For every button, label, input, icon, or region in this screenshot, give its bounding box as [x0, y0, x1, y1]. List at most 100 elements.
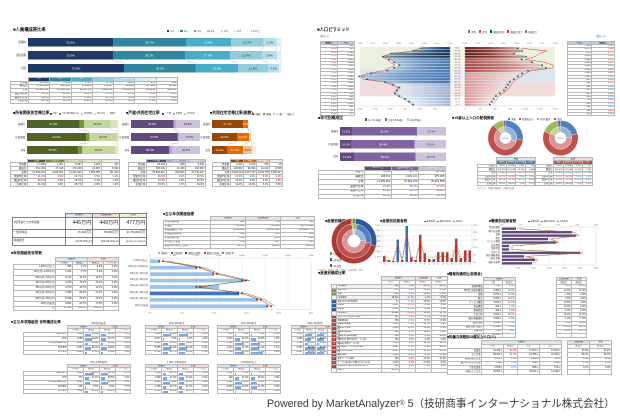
svg-text:85~89: 85~89 [455, 56, 462, 58]
svg-text:0.4%: 0.4% [422, 43, 427, 45]
svg-text:25%: 25% [309, 313, 313, 315]
svg-text:20%: 20% [277, 313, 281, 315]
svg-text:0.4%: 0.4% [488, 43, 493, 45]
svg-text:5: 5 [402, 264, 403, 266]
svg-text:17.8%: 17.8% [204, 40, 213, 44]
svg-text:17: 17 [455, 264, 457, 266]
svg-text:75~79: 75~79 [455, 62, 462, 64]
svg-text:17.7%: 17.7% [203, 53, 212, 57]
svg-text:11: 11 [428, 264, 430, 266]
svg-text:55.5%: 55.5% [146, 148, 154, 152]
svg-text:500: 500 [493, 109, 497, 111]
svg-text:3,000: 3,000 [546, 268, 552, 270]
svg-text:0: 0 [464, 109, 466, 111]
svg-text:1,000: 1,000 [387, 109, 393, 111]
svg-text:1,250: 1,250 [372, 109, 378, 111]
svg-text:5,000: 5,000 [375, 235, 381, 237]
svg-text:500: 500 [418, 109, 422, 111]
svg-text:35.5%: 35.5% [184, 122, 192, 126]
svg-text:4,000: 4,000 [562, 268, 568, 270]
svg-text:1,250: 1,250 [537, 109, 543, 111]
svg-text:5,000: 5,000 [578, 268, 584, 270]
svg-text:6,000: 6,000 [593, 268, 599, 270]
svg-text:67.5%: 67.5% [150, 135, 158, 139]
svg-text:27.7%: 27.7% [224, 122, 232, 126]
svg-text:95~99: 95~99 [455, 51, 462, 53]
svg-text:33.6%: 33.6% [66, 53, 75, 57]
svg-text:12: 12 [433, 264, 435, 266]
svg-text:15%: 15% [244, 313, 248, 315]
svg-text:0: 0 [501, 268, 503, 270]
svg-text:55~59: 55~59 [455, 73, 462, 75]
svg-text:5~9: 5~9 [456, 101, 460, 103]
svg-text:0.8%: 0.8% [396, 43, 401, 45]
svg-text:0%: 0% [148, 313, 151, 315]
svg-text:2: 2 [388, 264, 389, 266]
svg-text:28.7%: 28.7% [145, 40, 154, 44]
svg-text:29.6%: 29.6% [426, 142, 435, 146]
svg-text:58.1%: 58.1% [381, 155, 390, 159]
svg-text:25%: 25% [594, 225, 598, 227]
svg-text:12.7%: 12.7% [243, 40, 252, 44]
svg-text:27.4%: 27.4% [427, 129, 436, 133]
svg-text:18: 18 [460, 264, 462, 266]
svg-text:20%: 20% [473, 232, 477, 234]
svg-text:4: 4 [397, 264, 398, 266]
svg-text:33.5%: 33.5% [66, 40, 75, 44]
svg-text:5%: 5% [519, 225, 522, 227]
svg-text:0.8%: 0.8% [514, 43, 519, 45]
svg-text:65~69: 65~69 [455, 67, 462, 69]
svg-text:61.3%: 61.3% [380, 129, 389, 133]
svg-text:3,000: 3,000 [216, 255, 222, 257]
svg-text:6,000: 6,000 [285, 255, 291, 257]
svg-text:28.6%: 28.6% [93, 122, 101, 126]
svg-text:64.3%: 64.3% [53, 135, 61, 139]
svg-text:10.7%: 10.7% [239, 135, 247, 139]
svg-text:750: 750 [403, 109, 407, 111]
svg-text:0: 0 [149, 255, 151, 257]
svg-text:4,000: 4,000 [239, 255, 245, 257]
svg-text:20~24: 20~24 [455, 93, 462, 95]
svg-text:4.3%: 4.3% [270, 66, 277, 70]
svg-text:250: 250 [433, 109, 437, 111]
svg-text:11.3%: 11.3% [342, 129, 350, 133]
svg-text:0.6%: 0.6% [501, 43, 506, 45]
svg-text:1,500: 1,500 [552, 109, 558, 111]
svg-text:25%: 25% [473, 225, 477, 227]
svg-text:6: 6 [406, 264, 407, 266]
svg-text:20%: 20% [575, 225, 579, 227]
svg-text:0%: 0% [473, 262, 476, 264]
svg-text:10: 10 [424, 264, 426, 266]
svg-text:250: 250 [478, 109, 482, 111]
svg-text:10%: 10% [212, 313, 216, 315]
svg-text:2,000: 2,000 [531, 268, 537, 270]
svg-text:28.2%: 28.2% [156, 66, 165, 70]
svg-text:7,000: 7,000 [375, 225, 381, 227]
svg-text:15%: 15% [473, 240, 477, 242]
svg-text:2,000: 2,000 [375, 251, 381, 253]
svg-text:15~19: 15~19 [455, 96, 462, 98]
svg-text:16.6%: 16.6% [213, 66, 222, 70]
svg-text:25~29: 25~29 [455, 90, 462, 92]
svg-text:6,000: 6,000 [375, 230, 381, 232]
svg-text:1.0%: 1.0% [383, 43, 388, 45]
svg-text:59.4%: 59.4% [379, 142, 388, 146]
svg-text:60~64: 60~64 [455, 70, 462, 72]
svg-text:0.2%: 0.2% [435, 43, 440, 45]
svg-text:5,000: 5,000 [262, 255, 268, 257]
svg-text:0.6%: 0.6% [409, 43, 414, 45]
svg-text:9: 9 [420, 264, 421, 266]
svg-text:22.3%: 22.3% [221, 135, 229, 139]
svg-text:55.6%: 55.6% [49, 148, 57, 152]
svg-text:20: 20 [469, 264, 471, 266]
svg-text:7: 7 [411, 264, 412, 266]
svg-text:10%: 10% [473, 247, 477, 249]
svg-text:12.6%: 12.6% [242, 53, 251, 57]
svg-text:40~44: 40~44 [455, 82, 462, 84]
svg-text:1,000: 1,000 [515, 268, 521, 270]
svg-text:37.9%: 37.9% [72, 66, 81, 70]
svg-text:45~49: 45~49 [455, 79, 462, 81]
svg-text:5.9%: 5.9% [266, 53, 273, 57]
svg-text:1: 1 [384, 264, 385, 266]
svg-text:0~4: 0~4 [456, 104, 460, 106]
